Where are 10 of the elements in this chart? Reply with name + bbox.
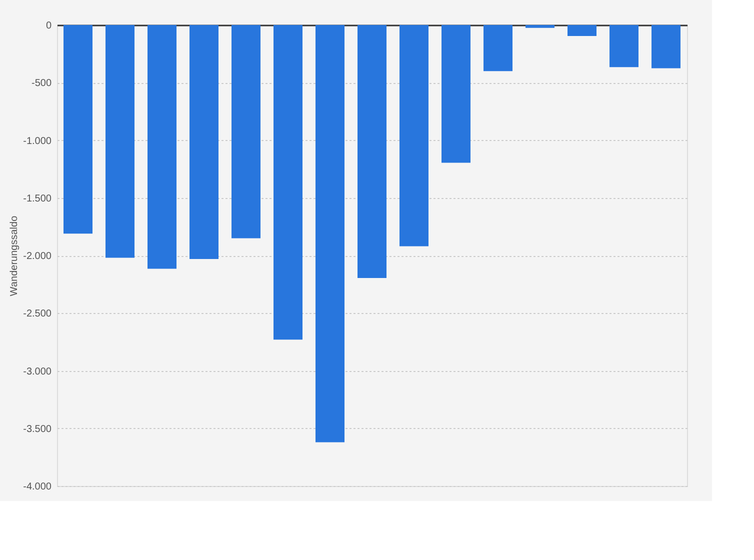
y-tick-label: 0 <box>46 20 52 32</box>
y-axis-title: Wanderungssaldo <box>9 215 20 296</box>
y-tick-label: -3.500 <box>23 424 52 435</box>
y-tick-label: -500 <box>31 78 52 90</box>
y-tick-label: -2.000 <box>23 251 52 262</box>
y-tick-label: -1.000 <box>23 136 52 147</box>
y-tick-label: -2.500 <box>23 308 52 320</box>
y-tick-label: -4.000 <box>23 482 52 492</box>
y-tick-label: -1.500 <box>23 193 52 204</box>
y-tick-label: -3.000 <box>23 366 52 378</box>
